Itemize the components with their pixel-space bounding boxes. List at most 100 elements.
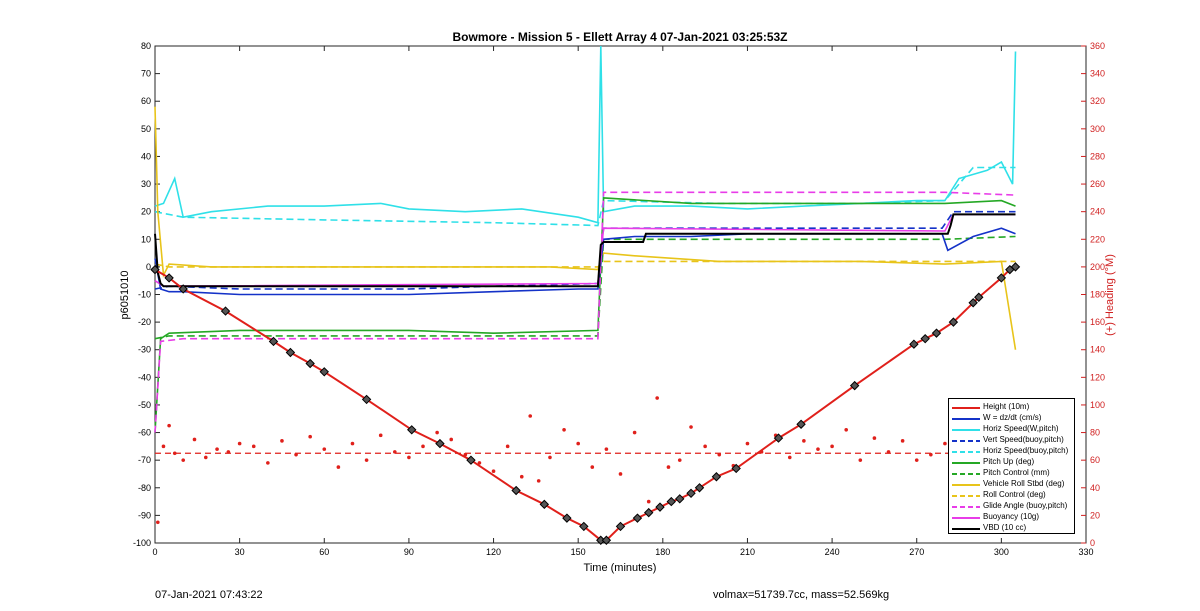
heading-point (548, 455, 552, 460)
x-tick-label: 120 (486, 547, 501, 557)
height-marker (511, 485, 521, 496)
heading-point (266, 461, 270, 465)
x-axis-label: Time (minutes) (584, 562, 657, 574)
heading-point (914, 458, 919, 462)
height-marker (579, 521, 589, 532)
legend-item: Horiz Speed(buoy,pitch) (949, 446, 1076, 458)
height-marker (711, 472, 722, 482)
legend-item: Roll Control (deg) (949, 490, 1076, 502)
height-marker (466, 455, 476, 465)
legend-swatch (952, 451, 980, 453)
height-marker (615, 521, 626, 532)
heading-point (161, 444, 166, 449)
series-line (154, 106, 1017, 350)
y2-tick-label: 220 (1090, 234, 1105, 244)
heading-point (156, 520, 160, 525)
height-marker (220, 306, 231, 316)
y2-tick-label: 260 (1090, 179, 1105, 189)
y2-tick-label: 240 (1090, 207, 1105, 217)
legend-swatch (952, 407, 980, 409)
heading-point (203, 455, 208, 460)
height-marker (435, 438, 445, 449)
series-line (154, 260, 1016, 268)
x-tick-label: 240 (825, 547, 840, 557)
legend-label: VBD (10 cc) (983, 523, 1027, 532)
heading-point (590, 465, 595, 469)
y-tick-label: -60 (138, 428, 151, 438)
legend-swatch (952, 440, 980, 442)
y-tick-label: 40 (141, 151, 151, 161)
legend-swatch (952, 528, 980, 530)
y-tick-label: -30 (138, 345, 151, 355)
y2-tick-label: 320 (1090, 96, 1105, 106)
height-marker (675, 494, 685, 504)
y-tick-label: -100 (133, 538, 151, 548)
y2-tick-label: 20 (1090, 510, 1100, 520)
heading-point (717, 452, 722, 457)
height-marker (931, 328, 942, 338)
y2-tick-label: 40 (1090, 483, 1100, 493)
heading-point (237, 441, 242, 446)
heading-point (251, 444, 256, 449)
heading-point (632, 430, 637, 435)
y2-tick-label: 80 (1090, 428, 1100, 438)
height-marker (731, 463, 741, 474)
height-marker (948, 317, 959, 327)
legend-swatch (952, 462, 980, 464)
heading-point (703, 444, 707, 449)
legend-label: Buoyancy (10g) (983, 512, 1040, 521)
height-marker (686, 488, 696, 499)
series-line (154, 166, 1016, 227)
heading-point (393, 450, 397, 454)
heading-point (802, 439, 806, 443)
heading-point (449, 437, 454, 442)
series-layer (150, 45, 1021, 545)
series-line (154, 213, 1016, 288)
heading-point (322, 447, 327, 451)
y2-tick-label: 340 (1090, 69, 1105, 79)
legend-item: Vehicle Roll Stbd (deg) (949, 479, 1076, 491)
heading-point (677, 458, 682, 462)
height-marker (996, 273, 1007, 283)
height-marker (849, 380, 860, 391)
y-tick-label: 50 (141, 124, 151, 134)
legend-item: Horiz Speed(W,pitch) (949, 424, 1076, 436)
legend-item: VBD (10 cc) (949, 523, 1076, 535)
x-tick-label: 30 (235, 547, 245, 557)
heading-point (421, 444, 425, 449)
height-marker (909, 339, 919, 349)
heading-point (618, 472, 623, 476)
y-tick-label: 70 (141, 69, 151, 79)
y2-tick-label: 0 (1090, 538, 1095, 548)
legend-item: Pitch Up (deg) (949, 457, 1076, 469)
y-tick-label: 60 (141, 96, 151, 106)
legend-item: W = dz/dt (cm/s) (949, 413, 1076, 425)
heading-point (308, 434, 312, 439)
legend-item: Glide Angle (buoy,pitch) (949, 501, 1076, 513)
legend-swatch (952, 517, 980, 519)
y2-tick-label: 140 (1090, 345, 1105, 355)
height-marker (407, 425, 417, 435)
heading-point (900, 439, 905, 443)
height-marker (164, 273, 174, 283)
y2-tick-label: 280 (1090, 151, 1105, 161)
legend-label: Vert Speed(buoy,pitch) (983, 435, 1064, 444)
heading-point (576, 441, 580, 446)
legend-label: Glide Angle (buoy,pitch) (983, 501, 1068, 510)
height-marker (285, 347, 296, 358)
heading-point (364, 458, 369, 462)
height-marker (319, 367, 329, 377)
height-marker (562, 513, 572, 523)
height-marker (796, 419, 806, 429)
height-marker (150, 264, 160, 275)
x-tick-label: 150 (571, 547, 586, 557)
heading-point (787, 455, 792, 460)
height-marker (361, 394, 372, 405)
series-line (154, 191, 1016, 433)
heading-point (536, 479, 541, 483)
legend-swatch (952, 484, 980, 486)
heading-point (745, 441, 750, 446)
heading-point (280, 439, 284, 443)
x-tick-label: 0 (152, 547, 157, 557)
heading-point (872, 436, 877, 440)
